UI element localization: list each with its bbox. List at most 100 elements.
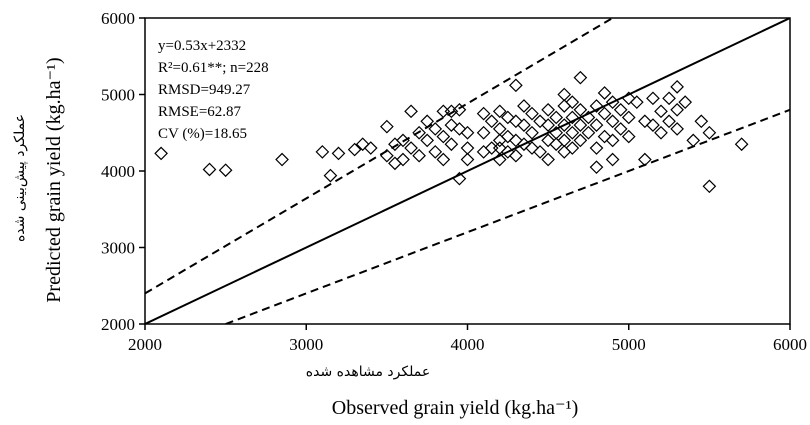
- data-point: [533, 145, 547, 159]
- statistics-box: y=0.53x+2332 R²=0.61**; n=228 RMSD=949.2…: [158, 38, 269, 142]
- data-point: [654, 125, 668, 140]
- reference-lines: [145, 18, 790, 324]
- confidence-line-2: [225, 108, 790, 324]
- data-point: [396, 152, 410, 167]
- data-point: [565, 110, 580, 125]
- data-point: [202, 162, 217, 177]
- data-point: [605, 133, 620, 148]
- y-tick-label: 4000: [101, 162, 135, 181]
- data-point: [460, 125, 475, 140]
- data-point: [589, 118, 604, 132]
- data-point: [323, 168, 338, 183]
- data-point: [613, 122, 628, 136]
- data-point: [654, 104, 668, 119]
- data-point: [355, 137, 370, 152]
- data-point: [492, 104, 507, 119]
- data-point: [670, 80, 684, 94]
- data-point: [734, 137, 749, 152]
- data-point: [581, 125, 596, 140]
- data-point: [154, 146, 168, 161]
- data-point: [573, 70, 588, 85]
- data-point: [428, 145, 443, 159]
- data-point: [500, 129, 515, 144]
- data-point: [404, 104, 418, 119]
- data-point: [621, 110, 636, 125]
- data-point: [533, 114, 547, 129]
- y-tick-label: 3000: [101, 239, 135, 258]
- data-point: [500, 110, 515, 125]
- data-point: [492, 152, 507, 167]
- data-point: [509, 133, 523, 148]
- data-point: [605, 95, 620, 109]
- data-point: [613, 102, 628, 117]
- data-point: [517, 99, 531, 113]
- x-axis-title: Observed grain yield (kg.ha⁻¹): [332, 397, 578, 419]
- data-point: [670, 102, 684, 117]
- data-point: [436, 129, 451, 144]
- data-point: [420, 114, 435, 129]
- y-axis-ticks: 2000 3000 4000 5000 6000: [101, 9, 145, 334]
- stat-regression-equation: y=0.53x+2332: [158, 38, 246, 54]
- data-point: [581, 110, 596, 125]
- data-point: [484, 114, 499, 129]
- data-point: [436, 152, 451, 167]
- data-point: [404, 141, 418, 155]
- data-point: [597, 86, 612, 100]
- data-point: [444, 137, 459, 152]
- data-point: [396, 133, 410, 148]
- data-point: [315, 145, 330, 159]
- data-point: [525, 106, 539, 121]
- y-tick-label: 2000: [101, 315, 135, 334]
- data-point: [517, 118, 531, 132]
- data-point: [573, 102, 588, 117]
- data-point: [452, 102, 467, 117]
- data-point: [573, 133, 588, 148]
- data-point: [541, 133, 555, 148]
- stat-cv: CV (%)=18.65: [158, 126, 247, 142]
- data-point: [476, 125, 491, 140]
- data-point: [412, 125, 426, 140]
- data-point: [275, 152, 289, 167]
- data-point: [670, 122, 684, 136]
- data-point: [452, 122, 467, 136]
- data-point: [589, 99, 604, 113]
- data-point: [347, 142, 362, 157]
- data-point: [549, 110, 564, 125]
- data-point: [621, 91, 636, 106]
- data-point: [452, 171, 467, 186]
- data-point: [460, 152, 475, 167]
- data-point: [573, 118, 588, 132]
- x-tick-label: 2000: [128, 335, 162, 354]
- y-tick-label: 5000: [101, 86, 135, 105]
- data-point: [597, 129, 612, 144]
- data-point: [638, 114, 652, 129]
- stat-r-squared: R²=0.61**; n=228: [158, 60, 269, 76]
- data-point: [525, 125, 539, 140]
- data-point: [509, 148, 523, 163]
- data-point: [597, 106, 612, 121]
- x-tick-label: 5000: [612, 335, 646, 354]
- data-point: [646, 91, 660, 106]
- data-point: [638, 152, 652, 167]
- data-point: [605, 152, 620, 167]
- y-tick-label: 6000: [101, 9, 135, 28]
- x-tick-label: 4000: [451, 335, 485, 354]
- data-point: [476, 106, 491, 121]
- data-point: [331, 146, 346, 161]
- data-point: [662, 91, 676, 106]
- data-point: [589, 160, 604, 175]
- data-point: [444, 104, 459, 119]
- data-point: [517, 137, 531, 152]
- x-tick-label: 6000: [773, 335, 807, 354]
- data-point: [702, 125, 717, 140]
- data-point: [363, 141, 378, 155]
- data-point: [678, 95, 693, 109]
- stat-rmsd: RMSD=949.27: [158, 82, 251, 98]
- data-point: [686, 133, 701, 148]
- data-point: [541, 152, 555, 167]
- data-point: [565, 95, 580, 109]
- data-point: [380, 148, 394, 163]
- x-tick-label: 3000: [289, 335, 323, 354]
- data-point: [629, 95, 644, 109]
- y-axis-title-persian: عملکرد پیش‌بینی شده: [12, 114, 28, 242]
